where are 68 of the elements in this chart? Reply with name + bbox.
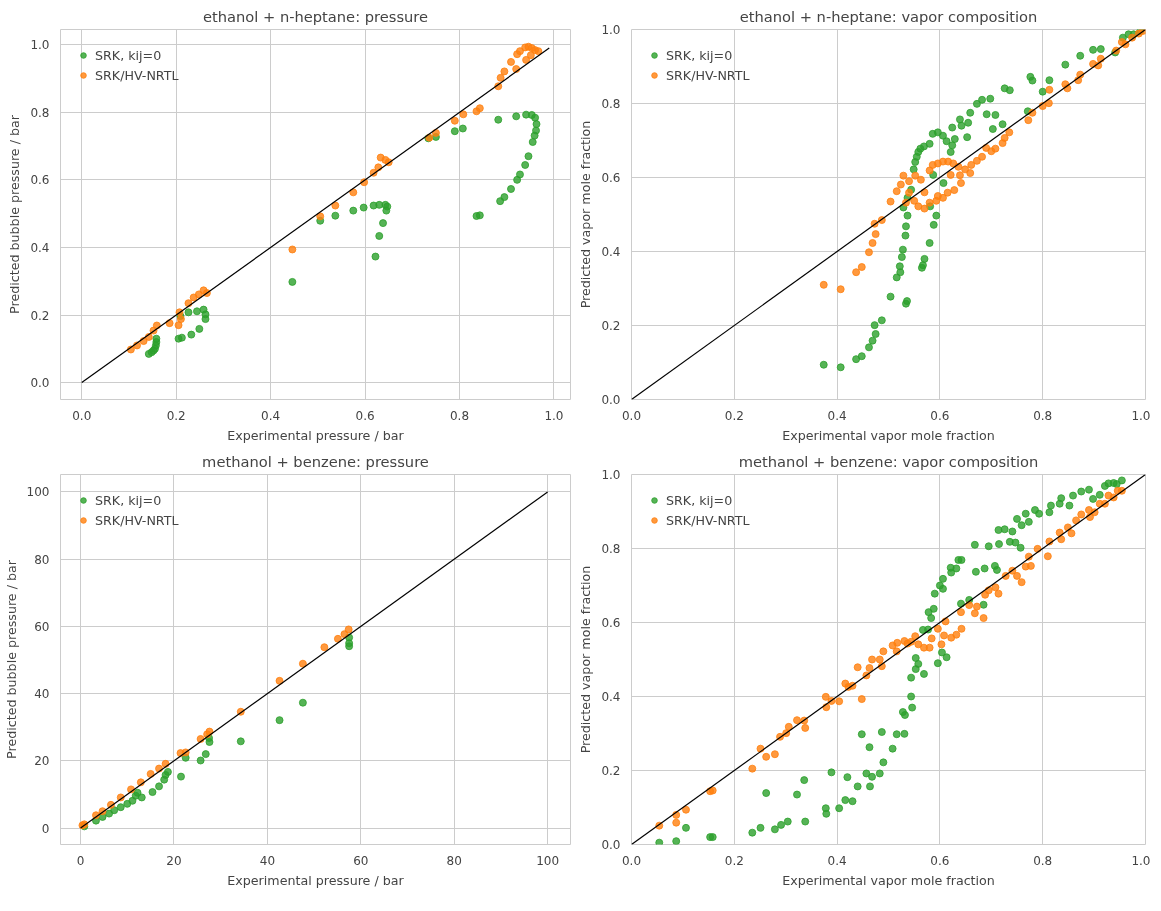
x-axis-title: Experimental vapor mole fraction: [782, 872, 995, 888]
x-tick-label: 1.0: [1131, 408, 1151, 423]
y-tick-label: 0.6: [601, 616, 621, 630]
chart-title: methanol + benzene: vapor composition: [738, 452, 1039, 470]
legend-label: SRK, kij=0: [666, 47, 733, 63]
y-axis-title: Predicted vapor mole fraction: [578, 120, 594, 309]
x-tick-label: 0.8: [1033, 408, 1053, 423]
legend-label: SRK, kij=0: [95, 47, 162, 63]
x-tick-label: 0: [76, 853, 85, 868]
x-axis-title: Experimental vapor mole fraction: [782, 427, 995, 443]
y-axis-title: Predicted bubble pressure / bar: [3, 559, 19, 759]
y-tick-label: 0.0: [601, 838, 621, 852]
x-tick-label: 0.8: [1033, 853, 1053, 868]
x-tick-label: 0.0: [72, 408, 92, 423]
x-tick-label: 0.4: [261, 408, 281, 423]
y-tick-label: 1.0: [601, 468, 621, 482]
y-tick-label: 0.2: [601, 319, 621, 333]
x-tick-label: 0.8: [449, 408, 470, 423]
y-tick-label: 20: [34, 754, 50, 769]
x-tick-label: 0.6: [930, 853, 950, 868]
x-tick-label: 0.0: [621, 853, 642, 868]
legend-label: SRK/HV-NRTL: [95, 67, 179, 83]
x-tick-label: 1.0: [544, 408, 564, 423]
x-tick-label: 80: [446, 853, 462, 868]
x-tick-label: 0.4: [827, 408, 847, 423]
y-tick-label: 100: [26, 485, 50, 500]
x-tick-label: 1.0: [1131, 853, 1151, 868]
x-tick-label: 0.6: [355, 408, 375, 423]
y-tick-label: 0.4: [601, 245, 621, 259]
y-tick-label: 0.8: [601, 542, 621, 556]
x-tick-label: 40: [259, 853, 276, 868]
y-tick-label: 1.0: [601, 23, 621, 37]
y-tick-label: 0.8: [601, 97, 621, 111]
y-tick-label: 80: [34, 552, 50, 567]
legend-label: SRK/HV-NRTL: [95, 512, 179, 528]
y-tick-label: 0.0: [30, 376, 50, 391]
x-tick-label: 0.4: [827, 853, 847, 868]
legend-label: SRK/HV-NRTL: [666, 67, 750, 83]
y-tick-label: 0: [41, 821, 50, 836]
y-tick-label: 0.6: [30, 173, 50, 188]
legend-label: SRK, kij=0: [95, 492, 162, 508]
x-tick-label: 0.2: [724, 408, 744, 423]
y-tick-label: 40: [34, 687, 50, 702]
chart-title: ethanol + n-heptane: pressure: [202, 7, 429, 25]
x-tick-label: 0.2: [166, 408, 186, 423]
x-axis-title: Experimental pressure / bar: [227, 427, 405, 443]
y-tick-label: 0.0: [601, 393, 621, 407]
x-tick-label: 100: [536, 853, 560, 868]
y-tick-label: 0.4: [601, 690, 621, 704]
y-tick-label: 0.6: [601, 171, 621, 185]
y-tick-label: 60: [34, 619, 50, 634]
y-tick-label: 0.2: [601, 764, 621, 778]
x-axis-title: Experimental pressure / bar: [227, 872, 405, 888]
y-axis-title: Predicted vapor mole fraction: [578, 565, 594, 754]
x-tick-label: 20: [166, 853, 182, 868]
legend-label: SRK/HV-NRTL: [666, 512, 750, 528]
x-tick-label: 0.2: [724, 853, 744, 868]
x-tick-label: 60: [353, 853, 369, 868]
y-tick-label: 0.8: [30, 105, 50, 120]
y-axis-title: Predicted bubble pressure / bar: [7, 114, 23, 314]
y-tick-label: 0.2: [30, 308, 50, 323]
x-tick-label: 0.6: [930, 408, 950, 423]
chart-title: ethanol + n-heptane: vapor composition: [739, 7, 1038, 25]
y-tick-label: 1.0: [30, 38, 50, 53]
legend-label: SRK, kij=0: [666, 492, 733, 508]
chart-title: methanol + benzene: pressure: [202, 452, 429, 470]
x-tick-label: 0.0: [621, 408, 642, 423]
y-tick-label: 0.4: [30, 240, 50, 255]
